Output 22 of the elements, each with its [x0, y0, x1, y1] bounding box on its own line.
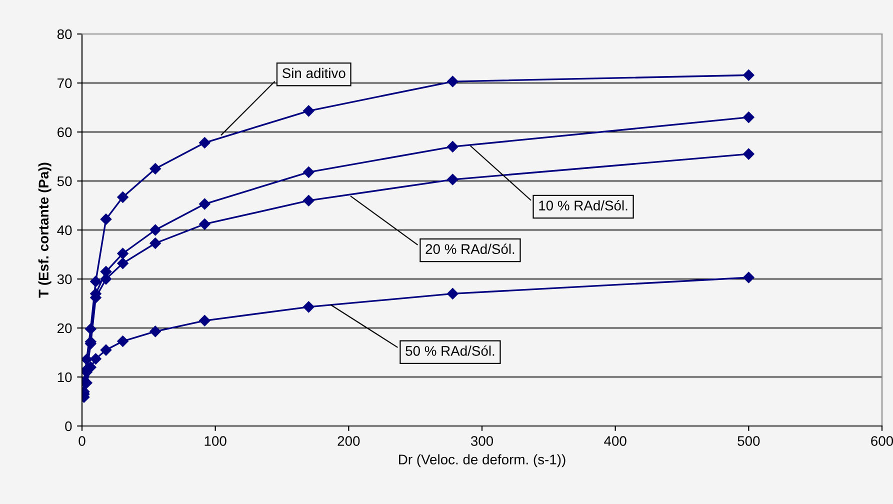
annotation: 20 % RAd/Sól. — [426, 244, 514, 254]
x-tick-label: 600 — [871, 436, 893, 446]
x-tick-label: 0 — [78, 436, 86, 446]
annotation: 10 % RAd/Sól. — [539, 200, 628, 210]
y-tick-label: 60 — [58, 127, 72, 138]
y-axis-title: T (Esf. cortante (Pa)) — [38, 162, 52, 298]
x-tick-label: 100 — [204, 436, 226, 446]
x-tick-label: 200 — [338, 436, 360, 446]
y-tick-label: 80 — [57, 29, 72, 40]
x-tick-label: 400 — [604, 436, 626, 446]
x-tick-label: 500 — [738, 436, 760, 446]
y-tick-label: 0 — [65, 421, 72, 432]
y-tick-label: 20 — [58, 323, 72, 334]
annotation: 50 % RAd/Sól. — [406, 345, 494, 356]
x-tick-label: 300 — [470, 436, 494, 446]
y-tick-label: 70 — [58, 78, 72, 88]
y-tick-label: 30 — [57, 274, 72, 284]
x-axis-title: Dr (Veloc. de deform. (s-1)) — [399, 454, 566, 468]
annotation: Sin aditivo — [282, 68, 346, 78]
y-tick-label: 10 — [58, 372, 72, 382]
y-tick-label: 50 — [57, 176, 72, 186]
y-tick-label: 40 — [57, 225, 72, 236]
